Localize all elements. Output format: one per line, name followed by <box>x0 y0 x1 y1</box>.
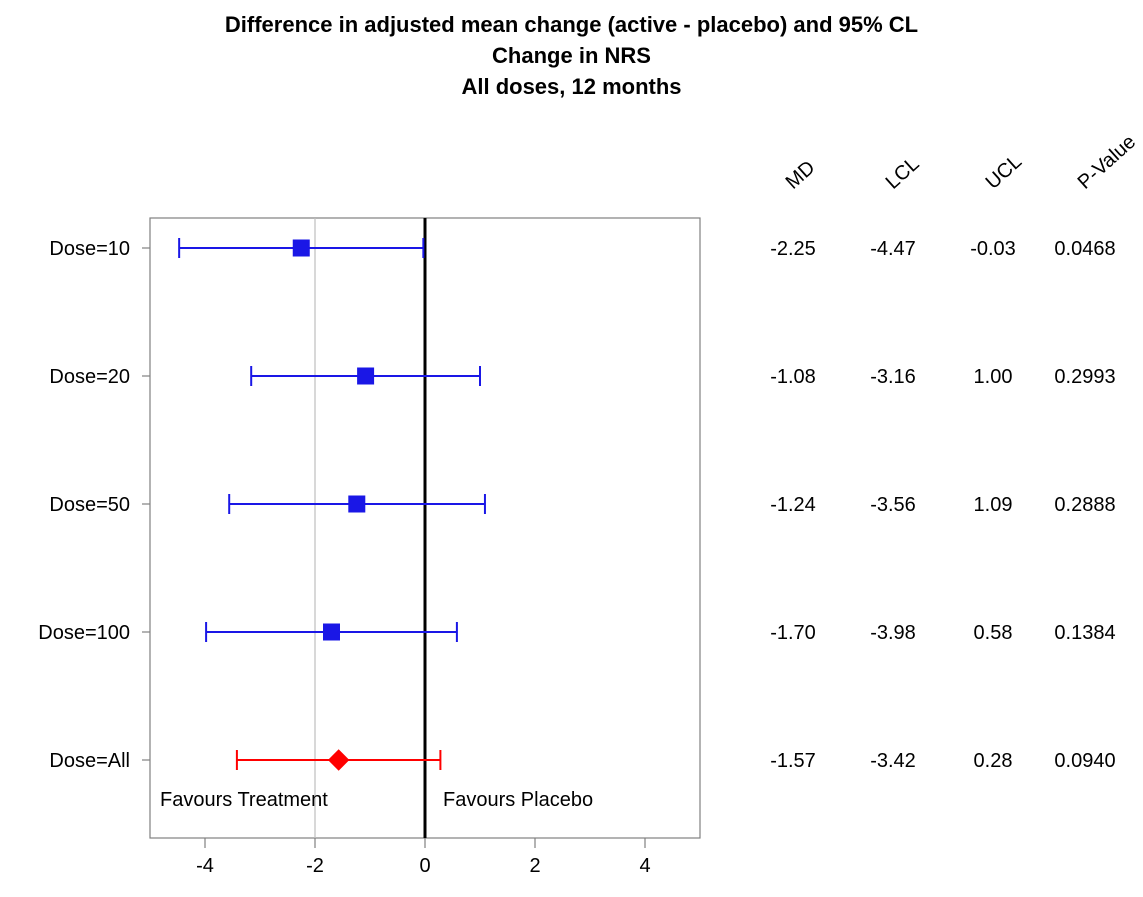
stat-header: UCL <box>982 151 1026 194</box>
chart-title-line2: Change in NRS <box>0 41 1143 72</box>
stat-value: -0.03 <box>970 238 1016 260</box>
stat-value: -3.42 <box>870 750 916 772</box>
stat-header: P-Value <box>1074 131 1140 194</box>
row-label: Dose=100 <box>38 622 130 644</box>
stat-value: -1.24 <box>770 494 816 516</box>
stat-value: -1.70 <box>770 622 816 644</box>
stat-value: 1.09 <box>974 494 1013 516</box>
stat-value: -1.08 <box>770 366 816 388</box>
stat-header: LCL <box>882 153 924 194</box>
stat-value: 0.1384 <box>1054 622 1115 644</box>
point-square <box>324 624 340 640</box>
chart-title-line3: All doses, 12 months <box>0 72 1143 103</box>
stat-value: 0.0940 <box>1054 750 1115 772</box>
stat-value: -4.47 <box>870 238 916 260</box>
point-diamond <box>329 750 349 770</box>
x-tick-label: -2 <box>306 855 324 877</box>
stat-value: -1.57 <box>770 750 816 772</box>
favours-treatment-label: Favours Treatment <box>160 789 328 811</box>
stat-value: -3.16 <box>870 366 916 388</box>
stat-value: -3.56 <box>870 494 916 516</box>
stat-value: 0.2888 <box>1054 494 1115 516</box>
favours-placebo-label: Favours Placebo <box>443 789 593 811</box>
stat-value: 0.28 <box>974 750 1013 772</box>
stat-value: 0.0468 <box>1054 238 1115 260</box>
stat-value: -2.25 <box>770 238 816 260</box>
stat-value: 0.2993 <box>1054 366 1115 388</box>
stat-value: 0.58 <box>974 622 1013 644</box>
stat-value: 1.00 <box>974 366 1013 388</box>
row-label: Dose=10 <box>49 238 130 260</box>
point-square <box>349 496 365 512</box>
row-label: Dose=50 <box>49 494 130 516</box>
forest-plot-svg: -4 -2 0 2 4 MD LCL UCL P-Value Dose=10 -2.25 -4.47 -… <box>0 0 1143 897</box>
stat-header: MD <box>782 157 820 194</box>
x-tick-label: 0 <box>419 855 430 877</box>
forest-plot-page: Difference in adjusted mean change (acti… <box>0 0 1143 897</box>
row-label: Dose=20 <box>49 366 130 388</box>
x-tick-label: 2 <box>529 855 540 877</box>
x-tick-label: -4 <box>196 855 214 877</box>
x-tick-label: 4 <box>639 855 650 877</box>
point-square <box>358 368 374 384</box>
chart-title-block: Difference in adjusted mean change (acti… <box>0 10 1143 102</box>
point-square <box>293 240 309 256</box>
row-label: Dose=All <box>49 750 130 772</box>
stat-value: -3.98 <box>870 622 916 644</box>
chart-title-line1: Difference in adjusted mean change (acti… <box>0 10 1143 41</box>
